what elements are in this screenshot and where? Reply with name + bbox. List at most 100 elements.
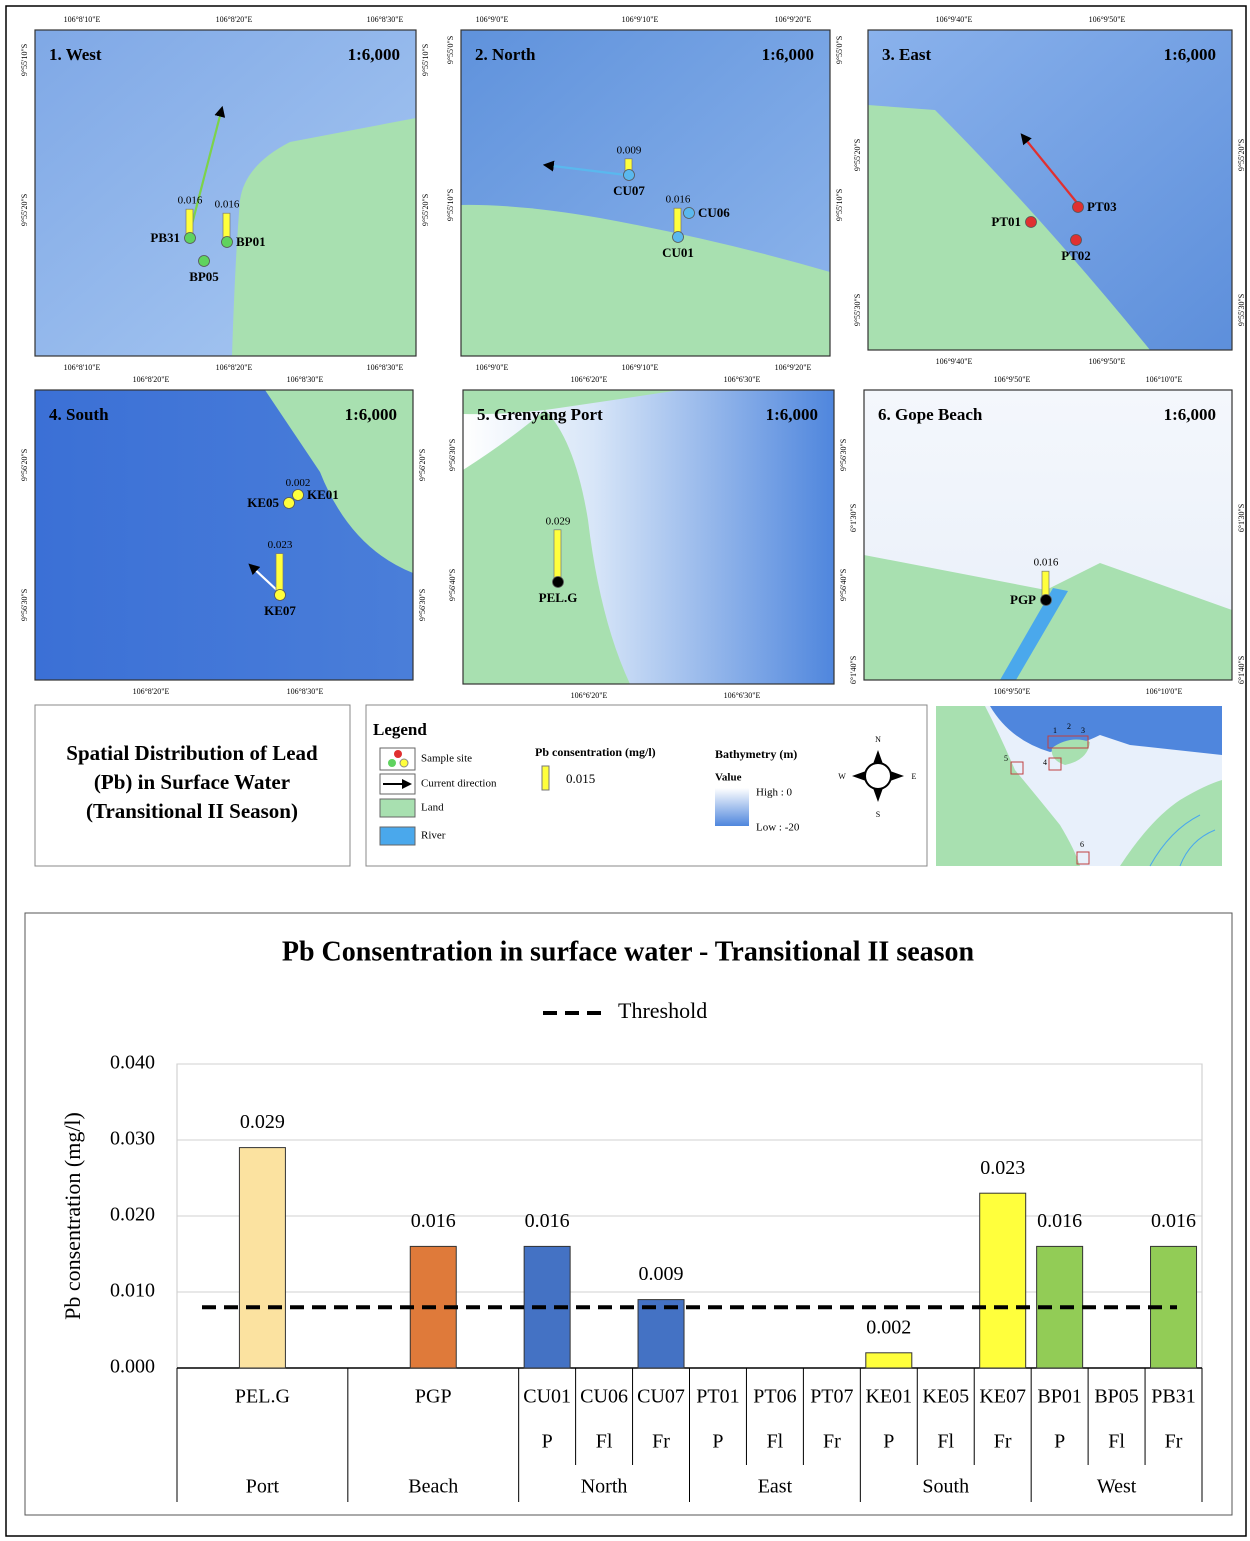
map-coord-label: 9°56'20"S	[418, 449, 427, 481]
site-label: PGP	[1010, 592, 1036, 607]
y-tick-label: 0.040	[110, 1052, 155, 1074]
map-coord-label: 9°55'10"S	[835, 189, 844, 221]
map-coord-label: 9°55'20"S	[421, 194, 430, 226]
site-value: 0.009	[617, 144, 642, 156]
map-panel: 5. Grenyang Port1:6,000106°6'20"E106°6'2…	[448, 375, 848, 700]
legend-heading: Value	[715, 772, 742, 784]
data-label: 0.002	[866, 1316, 911, 1338]
sample-site	[185, 233, 196, 244]
x-sub-label: P	[1054, 1431, 1065, 1453]
inset-map: 1 2 3 4 5 6	[936, 706, 1222, 866]
legend-icon	[542, 766, 549, 790]
map-coord-label: 9°56'30"S	[20, 589, 29, 621]
map-coord-label: 106°10'0"E	[1146, 375, 1183, 384]
inset-label: 4	[1043, 758, 1047, 767]
sample-site	[222, 237, 233, 248]
map-title: 4. South	[49, 405, 109, 424]
legend-heading: Pb consentration (mg/l)	[535, 745, 656, 759]
map-coord-label: 106°9'10"E	[622, 15, 659, 24]
x-tick-label: KE05	[922, 1386, 969, 1408]
y-axis-title: Pb consentration (mg/l)	[60, 1112, 85, 1320]
site-label: BP01	[236, 234, 266, 249]
sample-site	[553, 577, 564, 588]
figure-title: (Pb) in Surface Water	[94, 770, 290, 794]
site-label: KE01	[307, 487, 339, 502]
legend-heading: Bathymetry (m)	[715, 747, 797, 761]
x-sub-label: Fl	[596, 1431, 613, 1453]
x-tick-label: PT01	[696, 1386, 739, 1408]
bar	[638, 1300, 684, 1368]
inset-label: 3	[1081, 726, 1085, 735]
legend-label: Threshold	[618, 998, 707, 1023]
inset-label: 2	[1067, 722, 1071, 731]
site-bar	[554, 530, 561, 582]
map-panel: 6. Gope Beach1:6,000106°9'50"E106°9'50"E…	[849, 375, 1246, 696]
site-label: BP05	[189, 269, 219, 284]
map-scale: 1:6,000	[1164, 405, 1216, 424]
x-tick-label: PEL.G	[235, 1386, 290, 1408]
map-coord-label: 6°1'40"S	[1237, 656, 1246, 684]
map-title: 1. West	[49, 45, 102, 64]
map-coord-label: 106°10'0"E	[1146, 687, 1183, 696]
site-label: CU07	[613, 183, 645, 198]
map-coord-label: 106°8'20"E	[133, 375, 170, 384]
map-title: 5. Grenyang Port	[477, 405, 603, 424]
map-coord-label: 106°9'50"E	[1089, 357, 1126, 366]
sample-site	[275, 590, 286, 601]
x-tick-label: CU06	[580, 1386, 628, 1408]
legend-gradient	[715, 788, 749, 826]
y-tick-label: 0.020	[110, 1204, 155, 1226]
map-coord-label: 106°8'30"E	[287, 375, 324, 384]
x-sub-label: Fr	[823, 1431, 841, 1453]
compass-label: S	[876, 810, 880, 819]
x-sub-label: P	[712, 1431, 723, 1453]
y-tick-label: 0.030	[110, 1128, 155, 1150]
map-title: 2. North	[475, 45, 536, 64]
legend-swatch	[380, 799, 415, 817]
map-coord-label: 106°8'10"E	[64, 15, 101, 24]
site-value: 0.016	[215, 199, 240, 211]
legend-item: High : 0	[756, 787, 793, 799]
y-tick-label: 0.010	[110, 1280, 155, 1302]
data-label: 0.016	[525, 1210, 570, 1232]
map-panel: 2. North1:6,000106°9'0"E106°9'0"E106°9'1…	[446, 15, 844, 372]
map-coord-label: 106°6'30"E	[724, 691, 761, 700]
map-coord-label: 106°8'30"E	[367, 15, 404, 24]
map-coord-label: 106°9'20"E	[775, 15, 812, 24]
sample-site	[1073, 202, 1084, 213]
site-label: PT02	[1061, 248, 1091, 263]
group-label: East	[758, 1476, 793, 1498]
x-tick-label: BP01	[1037, 1386, 1081, 1408]
x-sub-label: Fl	[1108, 1431, 1125, 1453]
x-tick-label: CU01	[523, 1386, 571, 1408]
inset-label: 5	[1004, 754, 1008, 763]
legend-value: 0.015	[566, 771, 595, 786]
group-label: North	[581, 1476, 628, 1498]
x-tick-label: PB31	[1151, 1386, 1195, 1408]
figure-title: (Transitional II Season)	[86, 799, 298, 823]
legend-icon	[388, 759, 396, 767]
map-coord-label: 106°9'10"E	[622, 363, 659, 372]
map-panel: 1. West1:6,000106°8'10"E106°8'10"E106°8'…	[20, 15, 430, 372]
map-coord-label: 9°55'0"S	[446, 36, 455, 64]
map-coord-label: 9°55'20"S	[853, 139, 862, 171]
map-title: 3. East	[882, 45, 931, 64]
group-label: Beach	[408, 1476, 458, 1498]
y-tick-label: 0.000	[110, 1356, 155, 1378]
site-value: 0.016	[178, 195, 203, 207]
chart-title: Pb Consentration in surface water - Tran…	[282, 936, 975, 967]
legend-swatch	[380, 827, 415, 845]
site-value: 0.029	[546, 515, 571, 527]
map-coord-label: 9°56'40"S	[448, 569, 457, 601]
site-label: PEL.G	[539, 590, 578, 605]
map-coord-label: 106°6'20"E	[571, 691, 608, 700]
map-coord-label: 106°8'30"E	[367, 363, 404, 372]
legend-item: Low : -20	[756, 822, 800, 834]
map-coord-label: 9°56'30"S	[839, 439, 848, 471]
map-coord-label: 106°9'40"E	[936, 357, 973, 366]
map-coord-label: 106°8'20"E	[216, 15, 253, 24]
data-label: 0.016	[1151, 1210, 1196, 1232]
inset-label: 6	[1080, 840, 1084, 849]
inset-label: 1	[1053, 726, 1057, 735]
map-coord-label: 106°9'50"E	[994, 687, 1031, 696]
